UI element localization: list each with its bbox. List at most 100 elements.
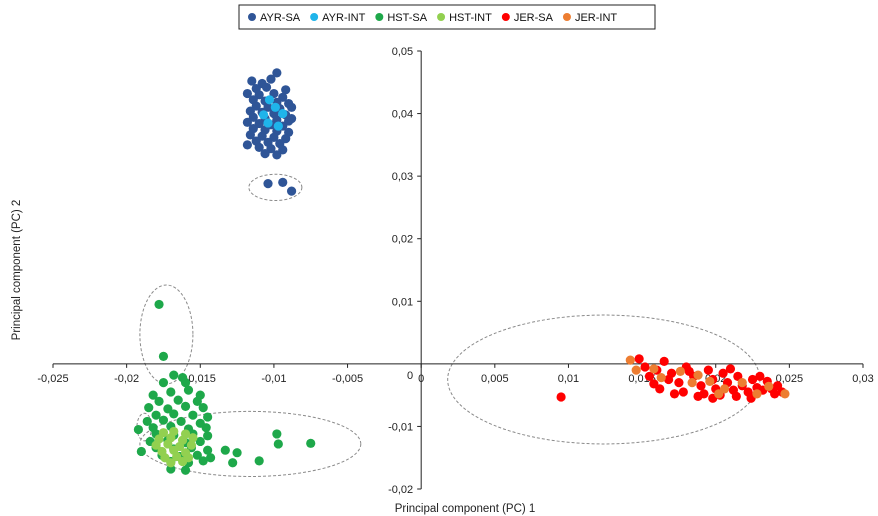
- data-point: [659, 356, 669, 366]
- y-tick-label: 0,02: [392, 234, 413, 246]
- data-point: [755, 371, 765, 381]
- x-axis-title: Principal component (PC) 1: [395, 503, 536, 515]
- data-point: [649, 364, 659, 374]
- data-point: [272, 429, 282, 439]
- data-point: [693, 370, 703, 380]
- y-tick-label: 0,05: [392, 46, 413, 58]
- data-point: [674, 378, 684, 388]
- data-point: [644, 371, 655, 381]
- data-point: [205, 453, 216, 463]
- data-point: [281, 85, 291, 95]
- x-tick-label: -0,02: [114, 373, 139, 385]
- series-ayr-sa: [242, 68, 297, 196]
- data-point: [678, 387, 688, 397]
- data-point: [158, 351, 169, 361]
- data-point: [133, 424, 144, 435]
- y-axis-title: Principal component (PC) 2: [11, 200, 23, 341]
- data-point: [142, 416, 152, 427]
- x-tick-label: 0,01: [558, 373, 579, 385]
- data-point: [198, 456, 208, 466]
- data-point: [169, 409, 179, 419]
- data-point: [266, 74, 276, 84]
- legend-marker: [310, 13, 319, 21]
- data-point: [696, 381, 706, 391]
- legend-label: HST-SA: [387, 12, 427, 24]
- data-point: [714, 389, 724, 399]
- data-point: [731, 391, 741, 401]
- data-point: [201, 423, 211, 433]
- series-jer-int: [625, 355, 790, 399]
- data-point: [260, 149, 270, 159]
- data-point: [198, 403, 208, 413]
- data-point: [556, 392, 566, 402]
- x-tick-label: 0,005: [481, 373, 509, 385]
- data-point: [693, 391, 703, 401]
- data-point: [259, 110, 269, 120]
- data-point: [192, 396, 202, 406]
- y-tick-label-zero: 0: [407, 370, 413, 382]
- data-point: [625, 355, 635, 365]
- data-point: [640, 362, 650, 372]
- data-point: [188, 410, 198, 420]
- cluster-ellipse: [139, 410, 362, 477]
- data-point: [203, 412, 213, 422]
- data-point: [151, 410, 161, 420]
- x-tick-label: -0,005: [332, 373, 363, 385]
- data-point: [703, 365, 713, 375]
- data-point: [278, 108, 288, 119]
- data-point: [188, 433, 198, 443]
- data-point: [228, 458, 238, 468]
- data-point: [286, 113, 297, 124]
- data-point: [203, 431, 213, 441]
- data-point: [183, 385, 194, 395]
- data-point: [272, 68, 282, 78]
- series-ayr-int: [259, 95, 288, 131]
- y-tick-label: 0,04: [392, 109, 413, 121]
- data-point: [273, 121, 283, 131]
- data-point: [254, 456, 264, 466]
- data-point: [158, 415, 169, 425]
- data-point: [136, 446, 146, 457]
- data-point: [261, 82, 272, 92]
- data-point: [263, 118, 273, 128]
- data-point: [286, 186, 297, 196]
- data-point: [286, 102, 297, 112]
- legend-marker: [437, 13, 446, 21]
- data-point: [151, 440, 161, 450]
- data-point: [180, 465, 191, 475]
- data-point: [264, 95, 275, 105]
- data-point: [220, 445, 230, 455]
- data-point: [192, 450, 202, 460]
- series-hst-int: [151, 426, 198, 468]
- data-point: [664, 374, 674, 385]
- data-point: [752, 389, 762, 399]
- data-point: [178, 456, 188, 467]
- legend-marker: [248, 13, 256, 21]
- legend-label: HST-INT: [449, 12, 492, 24]
- data-point: [656, 373, 666, 383]
- data-point: [166, 458, 176, 468]
- legend-label: AYR-SA: [260, 12, 301, 24]
- data-points: [133, 68, 790, 475]
- data-point: [195, 436, 205, 447]
- x-tick-label: 0: [418, 373, 424, 385]
- data-point: [737, 378, 747, 388]
- data-point: [180, 401, 191, 412]
- data-point: [764, 381, 774, 391]
- data-point: [273, 439, 283, 449]
- data-point: [278, 177, 288, 187]
- data-point: [169, 370, 179, 380]
- data-point: [203, 445, 213, 455]
- series-jer-sa: [556, 354, 787, 403]
- data-point: [254, 142, 264, 152]
- x-tick-label: -0,015: [185, 373, 216, 385]
- x-tick-label: 0,03: [852, 373, 873, 385]
- legend-marker: [562, 13, 571, 21]
- y-tick-label: -0,01: [388, 421, 413, 433]
- data-point: [631, 365, 641, 375]
- cluster-ellipse: [139, 284, 194, 385]
- data-point: [780, 389, 790, 399]
- data-point: [718, 368, 728, 378]
